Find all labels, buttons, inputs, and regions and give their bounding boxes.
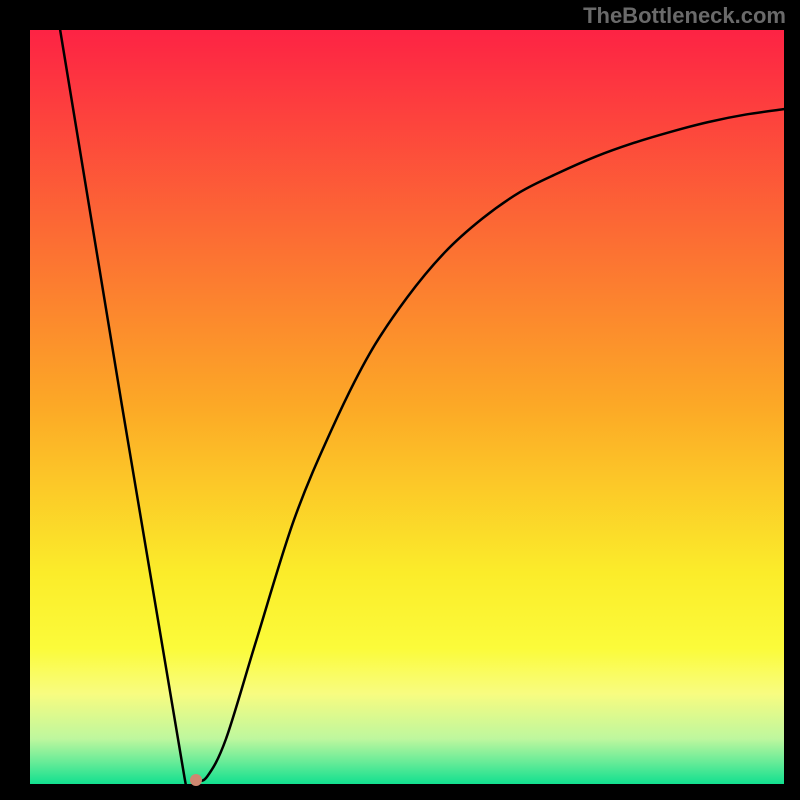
chart-plot-area [30,30,784,784]
watermark-text: TheBottleneck.com [583,3,786,29]
curve-line [30,30,784,784]
minimum-marker [190,774,202,786]
